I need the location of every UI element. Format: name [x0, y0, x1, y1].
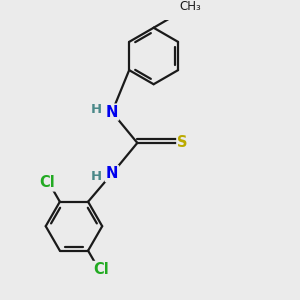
Text: N: N [106, 105, 118, 120]
Text: S: S [177, 135, 188, 150]
Text: Cl: Cl [93, 262, 109, 277]
Text: H: H [91, 170, 102, 183]
Text: CH₃: CH₃ [179, 0, 201, 13]
Text: H: H [91, 103, 102, 116]
Text: N: N [106, 166, 118, 181]
Text: Cl: Cl [39, 176, 55, 190]
